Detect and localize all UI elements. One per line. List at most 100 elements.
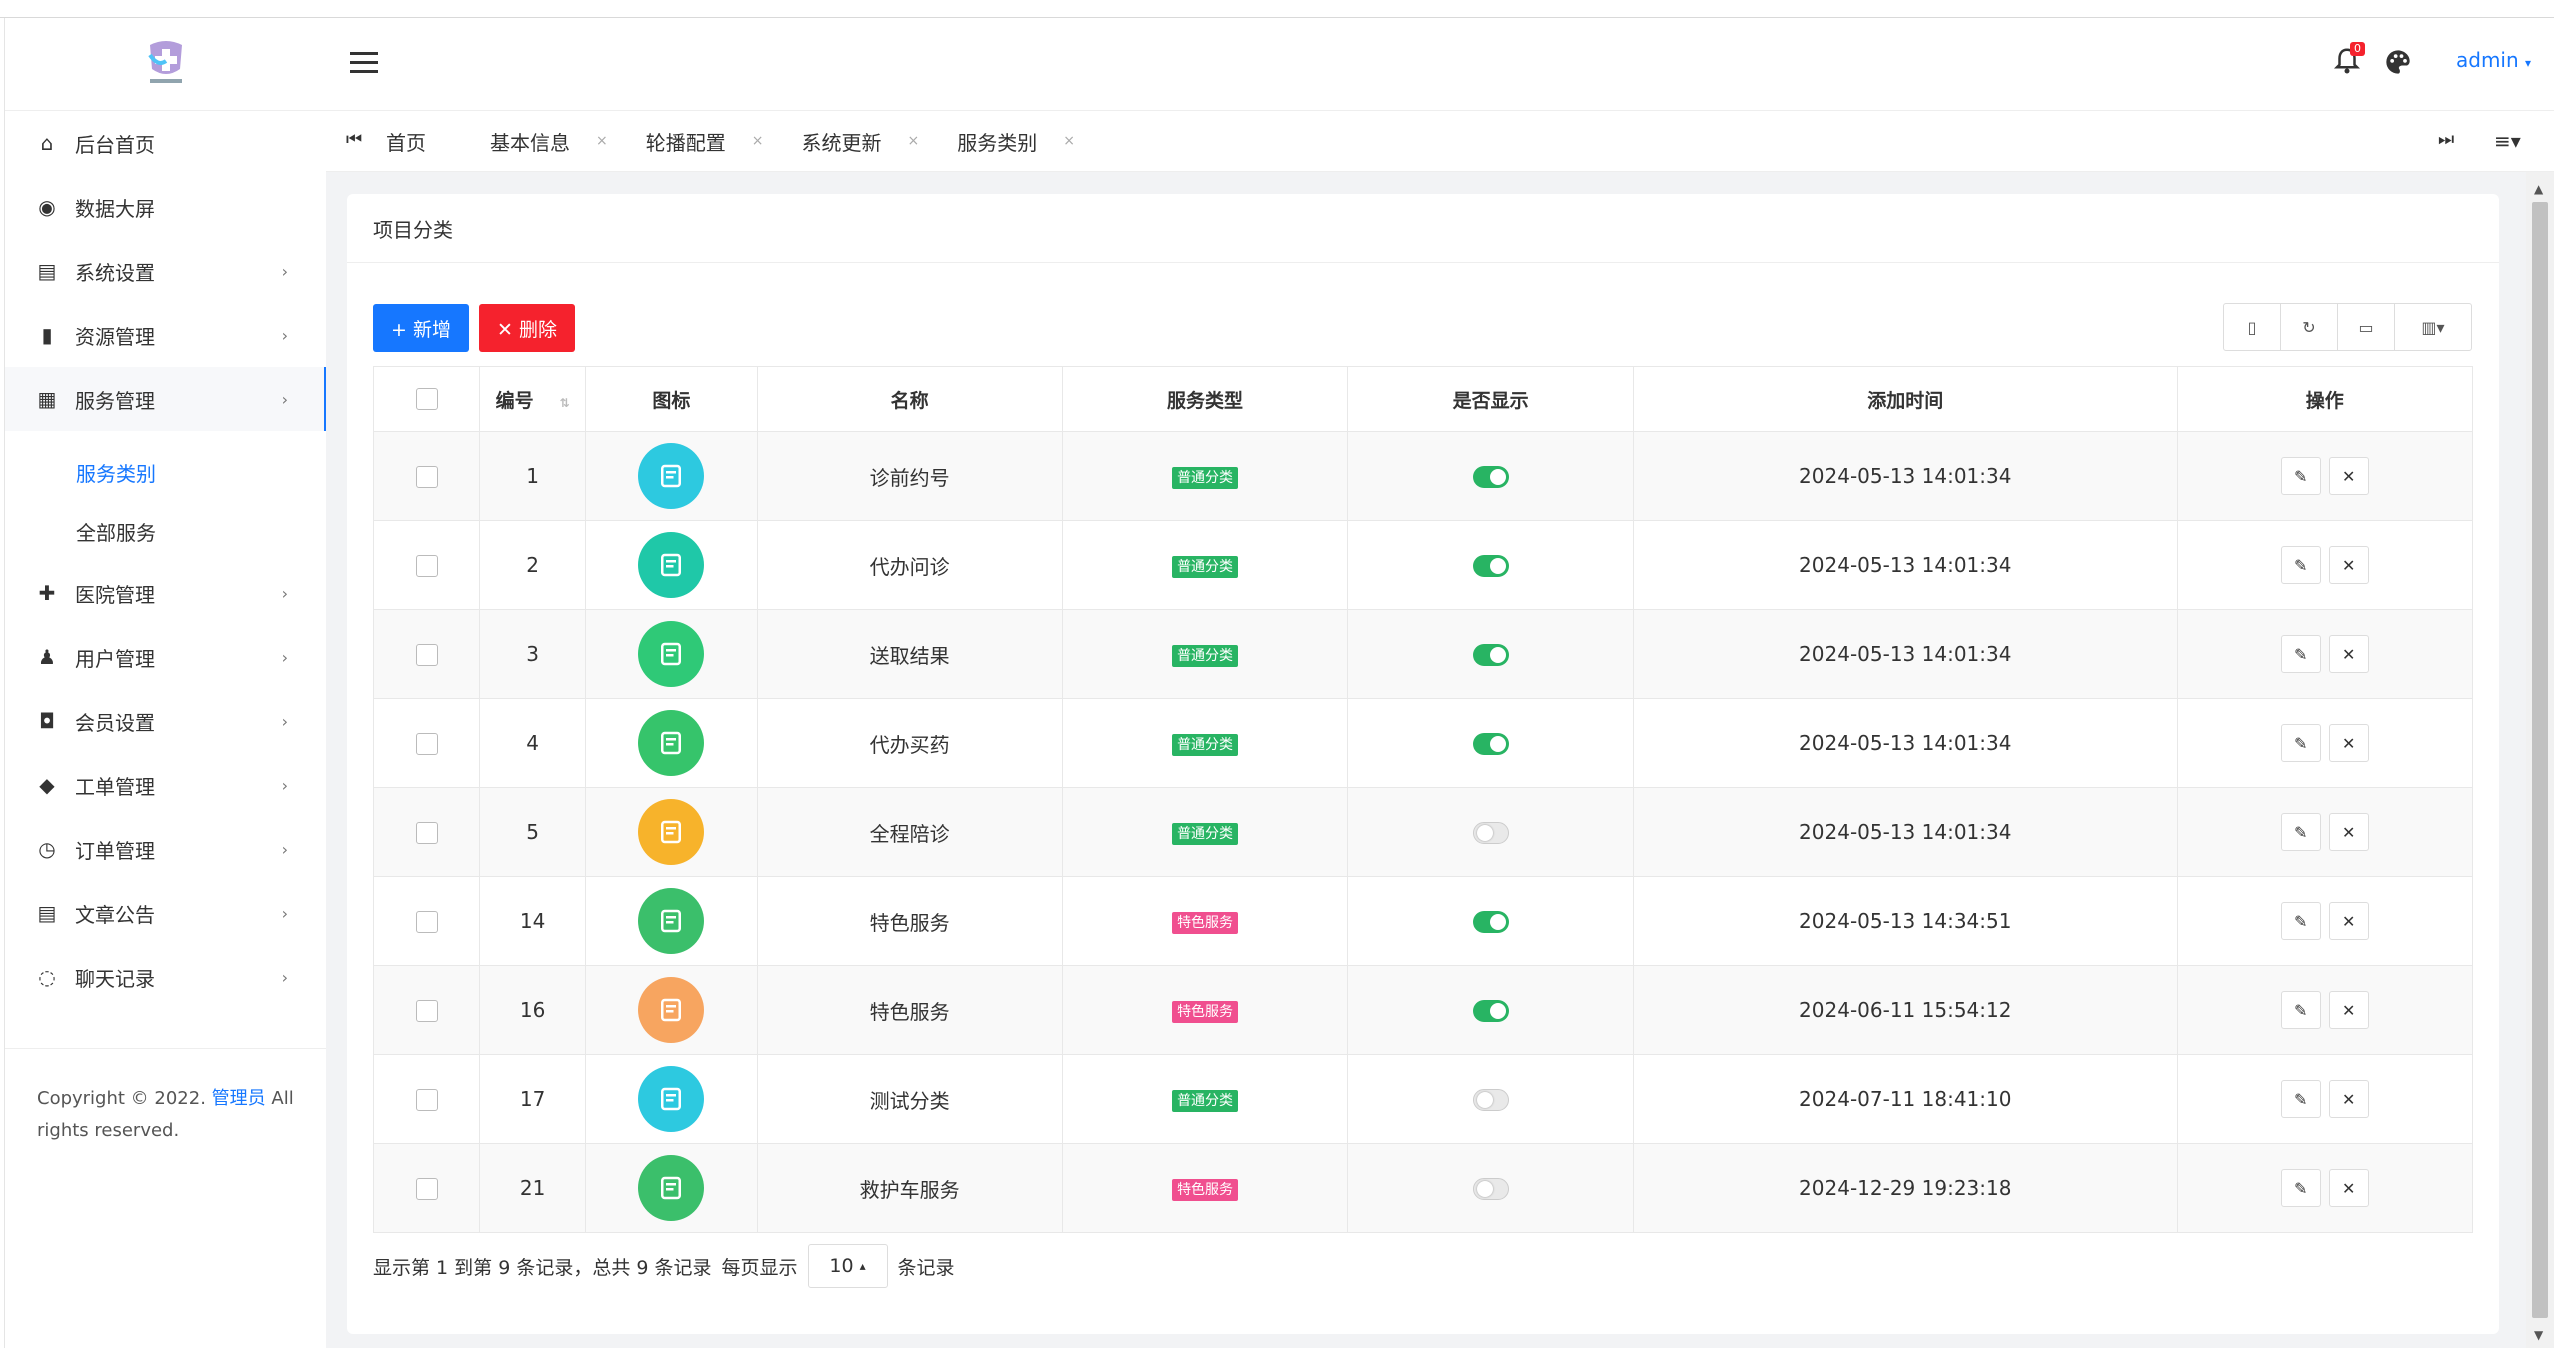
row-checkbox[interactable] bbox=[415, 733, 438, 756]
sidebar-item[interactable]: ◘ 会员设置 › bbox=[5, 689, 326, 753]
action-cell: ✎ ✕ bbox=[2176, 876, 2474, 966]
time-cell: 2024-05-13 14:01:34 bbox=[1633, 431, 2178, 521]
columns-icon[interactable]: ▥▾ bbox=[2421, 317, 2445, 337]
tab[interactable]: 轮播配置 × bbox=[646, 127, 764, 156]
table-row[interactable]: 16 特色服务 特色服务 2024-06-11 15:54:12 ✎ ✕ bbox=[372, 965, 2474, 1055]
row-checkbox[interactable] bbox=[415, 911, 438, 934]
toggle-view-icon[interactable]: ▯ bbox=[2224, 304, 2281, 350]
sidebar-item-label: 工单管理 bbox=[75, 774, 155, 799]
show-toggle[interactable] bbox=[1472, 466, 1509, 489]
close-icon[interactable]: × bbox=[751, 133, 764, 149]
logo[interactable] bbox=[5, 18, 326, 111]
pagination: 显示第 1 到第 9 条记录，总共 9 条记录 每页显示 10 ▴ 条记录 bbox=[373, 1244, 955, 1288]
delete-icon[interactable]: ✕ bbox=[2328, 1080, 2369, 1118]
table-row[interactable]: 1 诊前约号 普通分类 2024-05-13 14:01:34 ✎ ✕ bbox=[372, 431, 2474, 521]
show-toggle[interactable] bbox=[1472, 733, 1509, 756]
table-row[interactable]: 3 送取结果 普通分类 2024-05-13 14:01:34 ✎ ✕ bbox=[372, 609, 2474, 699]
scroll-down-icon[interactable]: ▼ bbox=[2534, 1328, 2544, 1342]
sidebar-item[interactable]: ▤ 文章公告 › bbox=[5, 881, 326, 945]
refresh-icon[interactable]: ↻ bbox=[2281, 304, 2338, 350]
row-checkbox[interactable] bbox=[415, 644, 438, 667]
row-checkbox[interactable] bbox=[415, 466, 438, 489]
per-page-select[interactable]: 10 ▴ bbox=[807, 1244, 888, 1288]
select-all-checkbox[interactable] bbox=[415, 388, 438, 411]
sidebar-item[interactable]: ◷ 订单管理 › bbox=[5, 817, 326, 881]
sidebar-item[interactable]: ▮ 资源管理 › bbox=[5, 303, 326, 367]
table-row[interactable]: 5 全程陪诊 普通分类 2024-05-13 14:01:34 ✎ ✕ bbox=[372, 787, 2474, 877]
table-row[interactable]: 21 救护车服务 特色服务 2024-12-29 19:23:18 ✎ ✕ bbox=[372, 1143, 2474, 1233]
sidebar-item[interactable]: ⌂ 后台首页 bbox=[5, 111, 326, 175]
delete-icon[interactable]: ✕ bbox=[2328, 457, 2369, 495]
fullscreen-icon[interactable]: ▭ bbox=[2338, 304, 2395, 350]
sidebar-item-label: 用户管理 bbox=[75, 646, 155, 671]
sidebar-item[interactable]: ▤ 系统设置 › bbox=[5, 239, 326, 303]
show-toggle[interactable] bbox=[1472, 1178, 1509, 1201]
scroll-up-icon[interactable]: ▲ bbox=[2534, 182, 2544, 196]
sidebar-item[interactable]: ✚ 医院管理 › bbox=[5, 561, 326, 625]
edit-icon[interactable]: ✎ bbox=[2280, 1169, 2321, 1207]
tab[interactable]: 首页 bbox=[386, 127, 452, 156]
row-checkbox[interactable] bbox=[415, 822, 438, 845]
sidebar-item[interactable]: ♟ 用户管理 › bbox=[5, 625, 326, 689]
delete-icon[interactable]: ✕ bbox=[2328, 813, 2369, 851]
edit-icon[interactable]: ✎ bbox=[2280, 902, 2321, 940]
table-row[interactable]: 2 代办问诊 普通分类 2024-05-13 14:01:34 ✎ ✕ bbox=[372, 520, 2474, 610]
table-row[interactable]: 14 特色服务 特色服务 2024-05-13 14:34:51 ✎ ✕ bbox=[372, 876, 2474, 966]
scroll-thumb[interactable] bbox=[2532, 202, 2548, 1318]
edit-icon[interactable]: ✎ bbox=[2280, 991, 2321, 1029]
sort-icon[interactable]: ⇅ bbox=[559, 395, 570, 410]
col-header: 添加时间 bbox=[1633, 366, 2178, 432]
close-icon[interactable]: × bbox=[596, 133, 608, 149]
menu-toggle-icon[interactable] bbox=[350, 52, 378, 74]
submenu-item[interactable]: 全部服务 bbox=[76, 521, 156, 545]
row-checkbox[interactable] bbox=[415, 555, 438, 578]
show-toggle[interactable] bbox=[1472, 555, 1509, 578]
show-toggle[interactable] bbox=[1472, 1089, 1509, 1112]
tab[interactable]: 系统更新 × bbox=[801, 127, 919, 156]
edit-icon[interactable]: ✎ bbox=[2280, 724, 2321, 762]
edit-icon[interactable]: ✎ bbox=[2280, 546, 2321, 584]
admin-link[interactable]: 管理员 bbox=[211, 1088, 266, 1109]
tabs-next-icon[interactable]: ⏭ bbox=[2438, 129, 2455, 150]
tabs-menu-icon[interactable]: ≡▾ bbox=[2494, 129, 2521, 153]
close-icon[interactable]: × bbox=[1063, 133, 1075, 149]
edit-icon[interactable]: ✎ bbox=[2280, 635, 2321, 673]
show-toggle[interactable] bbox=[1472, 911, 1509, 934]
tabs-prev-icon[interactable]: ⏮ bbox=[346, 129, 363, 150]
delete-icon[interactable]: ✕ bbox=[2328, 902, 2369, 940]
col-header[interactable]: 编号 ⇅ bbox=[479, 366, 587, 432]
delete-button[interactable]: ✕ 删除 bbox=[479, 304, 575, 352]
add-button[interactable]: + 新增 bbox=[373, 304, 469, 352]
palette-icon[interactable] bbox=[2384, 48, 2412, 76]
edit-icon[interactable]: ✎ bbox=[2280, 813, 2321, 851]
show-toggle[interactable] bbox=[1472, 822, 1509, 845]
delete-icon[interactable]: ✕ bbox=[2328, 546, 2369, 584]
row-select-cell bbox=[372, 787, 481, 877]
scrollbar[interactable]: ▲ ▼ bbox=[2526, 172, 2554, 1348]
close-icon[interactable]: × bbox=[907, 133, 920, 149]
submenu-item[interactable]: 服务类别 bbox=[76, 462, 156, 486]
row-checkbox[interactable] bbox=[415, 1178, 438, 1201]
tab-label: 轮播配置 bbox=[645, 130, 726, 155]
delete-icon[interactable]: ✕ bbox=[2328, 1169, 2369, 1207]
user-menu[interactable]: admin ▾ bbox=[2456, 48, 2532, 72]
chevron-icon: › bbox=[281, 967, 288, 987]
delete-icon[interactable]: ✕ bbox=[2328, 724, 2369, 762]
sidebar-item[interactable]: ◆ 工单管理 › bbox=[5, 753, 326, 817]
row-checkbox[interactable] bbox=[415, 1089, 438, 1112]
sidebar-item[interactable]: ◌ 聊天记录 › bbox=[5, 945, 326, 1009]
table-row[interactable]: 17 测试分类 普通分类 2024-07-11 18:41:10 ✎ ✕ bbox=[372, 1054, 2474, 1144]
tab[interactable]: 基本信息 × bbox=[490, 127, 608, 156]
type-cell: 普通分类 bbox=[1061, 1054, 1349, 1144]
show-toggle[interactable] bbox=[1472, 644, 1509, 667]
delete-icon[interactable]: ✕ bbox=[2328, 991, 2369, 1029]
edit-icon[interactable]: ✎ bbox=[2280, 457, 2321, 495]
tab[interactable]: 服务类别 × bbox=[957, 127, 1075, 156]
edit-icon[interactable]: ✎ bbox=[2280, 1080, 2321, 1118]
table-row[interactable]: 4 代办买药 普通分类 2024-05-13 14:01:34 ✎ ✕ bbox=[372, 698, 2474, 788]
delete-icon[interactable]: ✕ bbox=[2328, 635, 2369, 673]
sidebar-item[interactable]: ▦ 服务管理 › bbox=[5, 367, 327, 431]
sidebar-item[interactable]: ◉ 数据大屏 bbox=[5, 175, 326, 239]
row-checkbox[interactable] bbox=[415, 1000, 438, 1023]
show-toggle[interactable] bbox=[1472, 1000, 1509, 1023]
